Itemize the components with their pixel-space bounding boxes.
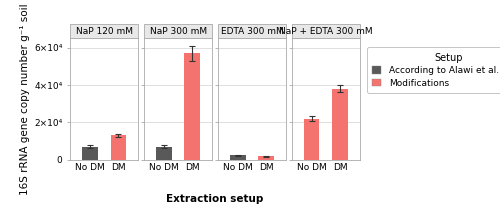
Bar	[304, 119, 320, 160]
Bar	[82, 147, 98, 160]
Bar	[230, 155, 246, 160]
Text: Extraction setup: Extraction setup	[166, 194, 264, 204]
Bar	[184, 53, 200, 160]
Legend: According to Alawi et al. 2014, Modifications: According to Alawi et al. 2014, Modifica…	[367, 47, 500, 93]
Text: EDTA 300 mM: EDTA 300 mM	[220, 27, 284, 36]
Bar	[156, 147, 172, 160]
Bar	[258, 156, 274, 160]
Y-axis label: 16S rRNA gene copy number g⁻¹ soil: 16S rRNA gene copy number g⁻¹ soil	[20, 3, 30, 195]
Text: NaP 300 mM: NaP 300 mM	[150, 27, 206, 36]
Text: NaP + EDTA 300 mM: NaP + EDTA 300 mM	[279, 27, 372, 36]
Bar	[332, 89, 348, 160]
Bar	[110, 135, 126, 160]
Text: NaP 120 mM: NaP 120 mM	[76, 27, 132, 36]
